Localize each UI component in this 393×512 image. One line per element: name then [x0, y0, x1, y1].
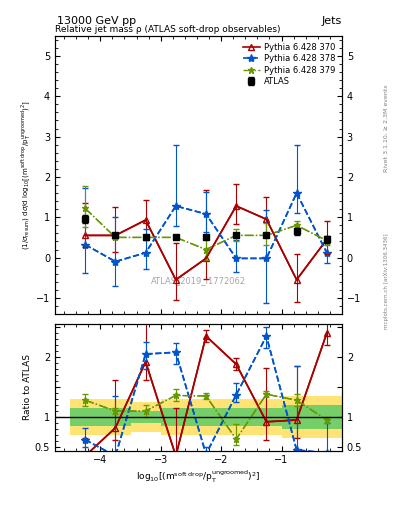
- Pythia 6.428 379: [83, 205, 88, 211]
- Pythia 6.428 379: [204, 246, 208, 252]
- Pythia 6.428 379: [173, 234, 178, 241]
- Pythia 6.428 370: [325, 237, 329, 243]
- Pythia 6.428 379: [325, 238, 329, 244]
- Pythia 6.428 378: [264, 255, 269, 262]
- Pythia 6.428 378: [83, 242, 88, 248]
- Pythia 6.428 379: [143, 234, 148, 241]
- Line: Pythia 6.428 379: Pythia 6.428 379: [82, 205, 330, 253]
- Line: Pythia 6.428 370: Pythia 6.428 370: [82, 202, 330, 283]
- Pythia 6.428 370: [264, 216, 269, 222]
- Pythia 6.428 378: [325, 250, 329, 256]
- Pythia 6.428 379: [113, 234, 118, 241]
- Text: Jets: Jets: [321, 15, 342, 26]
- Pythia 6.428 370: [234, 203, 239, 209]
- Pythia 6.428 370: [83, 232, 88, 239]
- Pythia 6.428 370: [173, 276, 178, 283]
- Line: Pythia 6.428 378: Pythia 6.428 378: [81, 189, 331, 266]
- Pythia 6.428 370: [143, 217, 148, 223]
- Y-axis label: Ratio to ATLAS: Ratio to ATLAS: [23, 354, 32, 420]
- Pythia 6.428 378: [143, 250, 148, 256]
- X-axis label: log$_{10}$[(m$^{\rm soft\ drop}$/p$_{\rm T}^{\rm ungroomed})^2$]: log$_{10}$[(m$^{\rm soft\ drop}$/p$_{\rm…: [136, 468, 261, 484]
- Text: Relative jet mass ρ (ATLAS soft-drop observables): Relative jet mass ρ (ATLAS soft-drop obs…: [55, 25, 281, 34]
- Pythia 6.428 378: [113, 259, 118, 265]
- Pythia 6.428 378: [294, 190, 299, 196]
- Pythia 6.428 379: [234, 232, 239, 239]
- Pythia 6.428 379: [294, 222, 299, 228]
- Pythia 6.428 378: [173, 203, 178, 209]
- Pythia 6.428 379: [264, 232, 269, 239]
- Text: 13000 GeV pp: 13000 GeV pp: [57, 15, 136, 26]
- Pythia 6.428 370: [294, 276, 299, 283]
- Text: mcplots.cern.ch [arXiv:1306.3436]: mcplots.cern.ch [arXiv:1306.3436]: [384, 234, 389, 329]
- Pythia 6.428 378: [234, 255, 239, 262]
- Legend: Pythia 6.428 370, Pythia 6.428 378, Pythia 6.428 379, ATLAS: Pythia 6.428 370, Pythia 6.428 378, Pyth…: [241, 40, 338, 89]
- Y-axis label: $(1/\sigma_{\rm resum})$ d$\sigma$/d log$_{10}$[(m$^{\rm soft\ drop}$/p$_{\rm T}: $(1/\sigma_{\rm resum})$ d$\sigma$/d log…: [20, 100, 33, 250]
- Text: ATLAS_2019_I1772062: ATLAS_2019_I1772062: [151, 276, 246, 285]
- Pythia 6.428 370: [113, 232, 118, 239]
- Pythia 6.428 378: [204, 211, 208, 217]
- Text: Rivet 3.1.10, ≥ 2.3M events: Rivet 3.1.10, ≥ 2.3M events: [384, 84, 389, 172]
- Pythia 6.428 370: [204, 255, 208, 262]
